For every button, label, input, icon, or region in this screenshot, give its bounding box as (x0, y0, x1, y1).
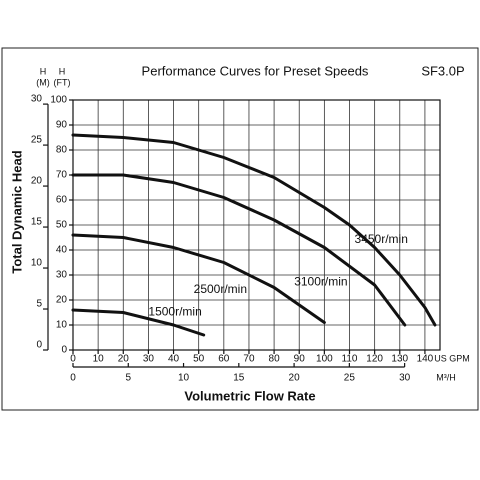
y2-unit: (M) (36, 77, 50, 87)
x-tick-label: 40 (168, 354, 180, 365)
curve-label: 1500r/min (148, 305, 201, 319)
y-tick-label: 40 (56, 245, 68, 256)
y-tick-label: 80 (56, 145, 68, 156)
y-tick-label: 10 (56, 320, 68, 331)
x-tick-label: 90 (294, 354, 306, 365)
x-tick-label: 0 (70, 354, 76, 365)
y2-tick-label: 10 (31, 258, 43, 269)
x-unit: US GPM (434, 353, 470, 363)
x-tick-label: 140 (417, 354, 434, 365)
x2-tick-label: 30 (399, 373, 411, 384)
y2-tick-label: 5 (36, 299, 42, 310)
y-tick-label: 0 (61, 345, 67, 356)
y2-tick-label: 25 (31, 135, 43, 146)
y2-tick-label: 0 (36, 340, 42, 351)
y-tick-label: 60 (56, 195, 68, 206)
x-tick-label: 100 (316, 354, 333, 365)
x-tick-label: 30 (143, 354, 155, 365)
x2-tick-label: 25 (344, 373, 356, 384)
frame (1, 47, 479, 411)
x-tick-label: 80 (269, 354, 281, 365)
x-tick-label: 20 (118, 354, 130, 365)
curve (71, 133, 437, 327)
curve (71, 308, 206, 337)
x2-tick-label: 15 (233, 373, 245, 384)
curve (71, 233, 326, 324)
chart-title: Performance Curves for Preset Speeds (142, 63, 369, 78)
y2-tick-label: 20 (31, 176, 43, 187)
curve-label: 2500r/min (194, 282, 247, 296)
model-name: SF3.0P (421, 63, 464, 78)
x2-tick-label: 0 (70, 373, 76, 384)
y-tick-label: 90 (56, 120, 68, 131)
x-tick-label: 110 (342, 354, 358, 365)
x-axis-label: Volumetric Flow Rate (184, 388, 315, 403)
y-tick-label: 70 (56, 170, 68, 181)
y-tick-label: 20 (56, 295, 68, 306)
y-tick-label: 100 (50, 95, 67, 106)
y-unit: (FT) (54, 77, 71, 87)
x2-tick-label: 5 (125, 373, 131, 384)
y-unit: H (59, 66, 66, 76)
x-tick-label: 50 (193, 354, 205, 365)
x2-tick-label: 10 (178, 373, 190, 384)
curve-label: 3450r/min (355, 232, 408, 246)
x2-unit: M³/H (436, 372, 456, 382)
plot-border (72, 99, 441, 351)
curve-label: 3100r/min (294, 275, 347, 289)
x2-tick-label: 20 (289, 373, 301, 384)
x-tick-label: 70 (243, 354, 255, 365)
x-tick-label: 130 (391, 354, 408, 365)
x-tick-label: 10 (93, 354, 105, 365)
x-tick-label: 120 (366, 354, 383, 365)
curve (71, 173, 407, 327)
y-tick-label: 30 (56, 270, 68, 281)
y2-unit: H (40, 66, 47, 76)
x-tick-label: 60 (218, 354, 230, 365)
y2-tick-label: 15 (31, 217, 43, 228)
y2-tick-label: 30 (31, 94, 43, 105)
y-tick-label: 50 (56, 220, 68, 231)
y-axis-label: Total Dynamic Head (9, 150, 24, 273)
